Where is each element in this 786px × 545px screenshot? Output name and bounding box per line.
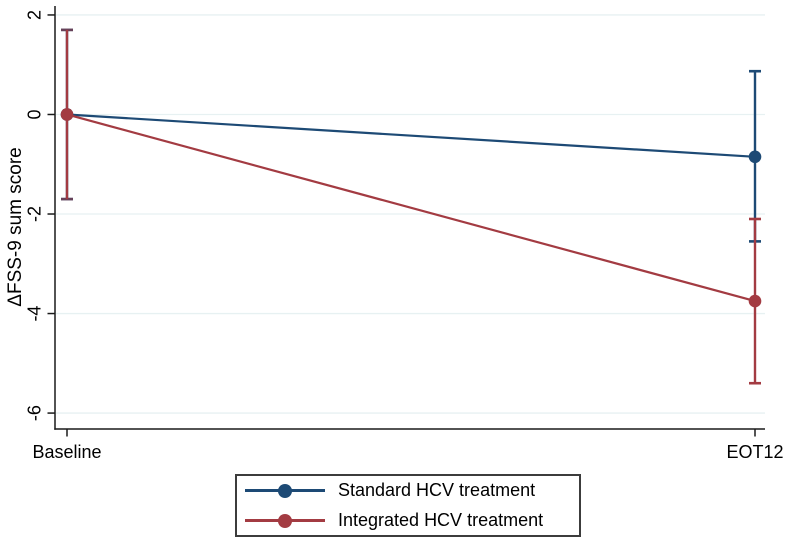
y-axis-title: ΔFSS-9 sum score bbox=[5, 147, 26, 307]
series-line bbox=[66, 113, 756, 158]
y-tick-label: -4 bbox=[25, 306, 45, 322]
data-point bbox=[748, 294, 762, 308]
legend-label-standard: Standard HCV treatment bbox=[338, 480, 536, 500]
legend-swatch-standard bbox=[245, 483, 325, 498]
x-tick-label: EOT12 bbox=[726, 442, 783, 462]
legend-item-standard: Standard HCV treatment bbox=[237, 478, 579, 504]
legend-dot-icon bbox=[278, 513, 292, 528]
y-tick-label: -2 bbox=[25, 206, 45, 222]
line-chart-canvas: 2 0 -2 -4 -6 Baseline EOT12 bbox=[25, 6, 784, 462]
series-line bbox=[66, 113, 756, 303]
legend-dot-icon bbox=[278, 483, 292, 498]
y-tick-label: -6 bbox=[25, 405, 45, 421]
legend: Standard HCV treatment Integrated HCV tr… bbox=[235, 474, 581, 537]
data-point bbox=[748, 150, 762, 164]
y-tick-label: 2 bbox=[25, 10, 45, 20]
legend-item-integrated: Integrated HCV treatment bbox=[237, 508, 579, 534]
y-tick-label: 0 bbox=[25, 109, 45, 119]
x-tick-label: Baseline bbox=[32, 442, 101, 462]
legend-label-integrated: Integrated HCV treatment bbox=[338, 510, 544, 530]
data-point bbox=[60, 108, 74, 121]
legend-swatch-integrated bbox=[245, 513, 325, 528]
